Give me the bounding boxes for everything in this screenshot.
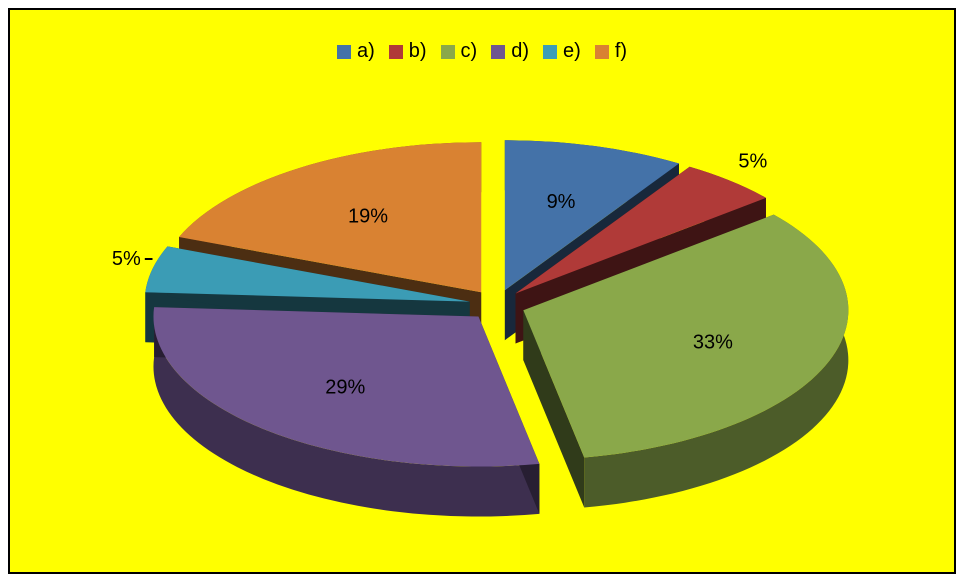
label-d: 29%: [325, 376, 365, 398]
legend-label-c: c): [460, 40, 478, 62]
legend-item-f: f): [594, 40, 628, 63]
pie-labels: 9% 5% 33% 29% 5% 19%: [112, 150, 768, 398]
legend-item-d: d): [491, 40, 529, 63]
legend-item-b: b): [388, 40, 427, 63]
slice-d-side: [153, 307, 540, 517]
legend-swatch-b: [388, 44, 403, 59]
legend-swatch-f: [594, 44, 609, 59]
legend-label-b: b): [408, 40, 427, 62]
legend-item-c: c): [440, 40, 478, 63]
legend-item-e: e): [543, 40, 581, 63]
legend-item-a: a): [336, 40, 375, 63]
label-a: 9%: [547, 191, 576, 213]
legend-label-d: d): [511, 40, 530, 62]
slice-d: [153, 307, 540, 467]
legend-swatch-e: [543, 44, 558, 59]
label-c: 33%: [693, 332, 733, 354]
label-b: 5%: [738, 150, 767, 172]
slice-c: [523, 214, 849, 458]
slice-e: [145, 246, 470, 302]
legend-label-a: a): [356, 40, 375, 62]
legend-label-f: f): [614, 40, 628, 62]
slice-c-wall-1: [523, 310, 585, 508]
chart-area: a) b) c) d) e) f) 9% 5% 33% 29% 5% 19%: [8, 8, 956, 574]
pie-chart: 9% 5% 33% 29% 5% 19%: [112, 140, 849, 517]
legend-swatch-d: [491, 44, 506, 59]
pie-tops: [145, 140, 849, 467]
legend: a) b) c) d) e) f): [10, 40, 954, 63]
label-f: 19%: [348, 205, 388, 227]
slice-f: [179, 142, 482, 293]
slice-b: [515, 166, 766, 294]
legend-swatch-c: [440, 44, 455, 59]
label-e: 5%: [112, 248, 141, 270]
legend-swatch-a: [336, 44, 351, 59]
legend-label-e: e): [563, 40, 581, 62]
slice-c-side: [584, 214, 849, 508]
slice-a: [504, 140, 679, 291]
